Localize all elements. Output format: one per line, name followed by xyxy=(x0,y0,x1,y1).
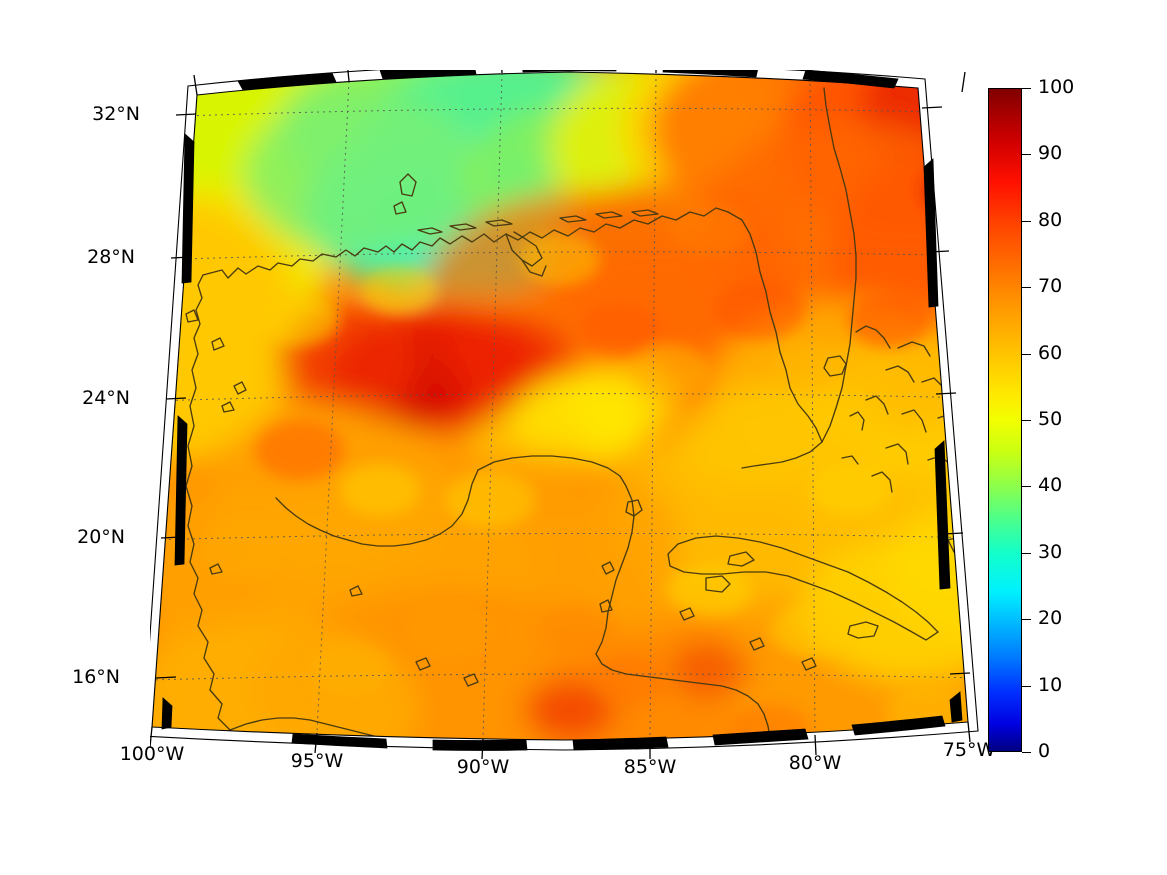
colorbar-label-20: 20 xyxy=(1038,607,1063,629)
coastlines xyxy=(185,87,968,739)
colorbar-label-40: 40 xyxy=(1038,474,1063,496)
map-plot-area[interactable] xyxy=(150,70,980,760)
colorbar-tick-0 xyxy=(1022,752,1031,753)
colorbar-label-100: 100 xyxy=(1038,76,1075,98)
colorbar-label-10: 10 xyxy=(1038,674,1063,696)
lon-tick-label-95W: 95°W xyxy=(290,750,344,772)
lon-tick-label-100W: 100°W xyxy=(119,743,185,765)
lat-tick-label-28N: 28°N xyxy=(87,246,135,268)
colorbar-label-60: 60 xyxy=(1038,342,1063,364)
colorbar-gradient xyxy=(988,88,1022,752)
colorbar-tick-50 xyxy=(1022,420,1031,421)
colorbar-tick-20 xyxy=(1022,619,1031,620)
lat-tick-label-20N: 20°N xyxy=(77,526,125,548)
lat-tick-label-32N: 32°N xyxy=(92,103,140,125)
lon-tick-label-90W: 90°W xyxy=(456,756,510,778)
colorbar-tick-10 xyxy=(1022,686,1031,687)
map-frame xyxy=(150,70,979,760)
colorbar-label-80: 80 xyxy=(1038,209,1063,231)
colorbar-tick-30 xyxy=(1022,553,1031,554)
colorbar-tick-100 xyxy=(1022,88,1031,89)
colorbar-label-0: 0 xyxy=(1038,740,1051,762)
colorbar-label-90: 90 xyxy=(1038,142,1063,164)
lat-tick-label-24N: 24°N xyxy=(82,387,130,409)
colorbar-tick-70 xyxy=(1022,287,1031,288)
heatmap-raster xyxy=(152,72,968,740)
colorbar-label-70: 70 xyxy=(1038,275,1063,297)
colorbar[interactable]: 100 90 80 70 60 50 40 30 20 10 0 xyxy=(988,78,1074,761)
colorbar-tick-40 xyxy=(1022,486,1031,487)
lon-tick-label-75W: 75°W xyxy=(942,739,996,761)
colorbar-label-50: 50 xyxy=(1038,408,1063,430)
lat-tick-label-16N: 16°N xyxy=(72,666,120,688)
colorbar-tick-60 xyxy=(1022,354,1031,355)
lon-tick-label-85W: 85°W xyxy=(623,756,677,778)
axis-major-ticks xyxy=(150,70,971,760)
colorbar-label-30: 30 xyxy=(1038,541,1063,563)
colorbar-tick-80 xyxy=(1022,221,1031,222)
colorbar-tick-90 xyxy=(1022,154,1031,155)
lon-tick-label-80W: 80°W xyxy=(788,752,842,774)
map-svg xyxy=(150,70,979,760)
